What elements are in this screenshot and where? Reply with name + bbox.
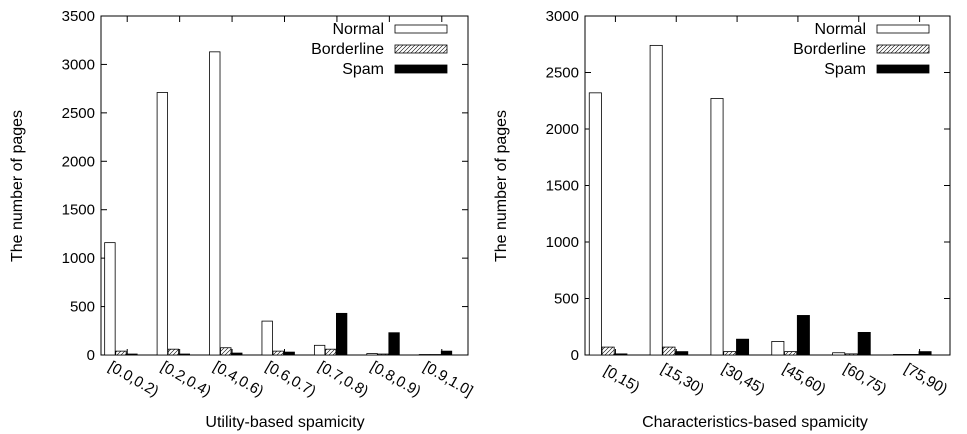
bar-spam	[231, 352, 243, 356]
x-tick-label: [0.6,0.7)	[263, 358, 319, 400]
y-tick-label: 3500	[62, 8, 95, 25]
x-tick-label: [0.4,0.6)	[210, 358, 266, 400]
bar-spam	[918, 351, 932, 356]
bar-spam	[388, 332, 400, 356]
bar-spam	[440, 350, 453, 356]
bar-spam	[336, 312, 348, 356]
legend-swatch-normal	[876, 24, 930, 34]
bar-borderline	[601, 346, 615, 356]
x-tick-label: [0.2,0.4)	[158, 358, 214, 400]
y-tick-label: 2500	[546, 65, 579, 82]
x-tick-label: [0.9,1.0]	[420, 358, 475, 400]
y-axis-title: The number of pages	[493, 110, 510, 262]
x-axis-title: Characteristics-based spamicity	[642, 414, 868, 431]
bar-borderline	[905, 354, 919, 356]
bar-borderline	[844, 353, 858, 356]
legend-label: Spam	[824, 61, 866, 78]
bar-normal	[771, 341, 785, 356]
bar-normal	[710, 98, 724, 356]
bar-spam	[675, 351, 689, 356]
bar-spam	[178, 353, 191, 356]
bar-normal	[893, 354, 906, 356]
y-tick-label: 2000	[546, 121, 579, 138]
legend-swatch-spam	[876, 64, 930, 74]
x-tick-label: [60,75)	[841, 360, 890, 398]
bar-borderline	[324, 348, 337, 356]
bar-spam	[283, 351, 295, 356]
y-tick-label: 0	[87, 347, 95, 364]
bar-normal	[261, 320, 273, 356]
bar-normal	[366, 353, 378, 356]
x-tick-label: [0.0,0.2)	[105, 358, 161, 400]
y-tick-label: 2000	[62, 153, 95, 170]
legend-label: Borderline	[311, 41, 384, 58]
y-tick-label: 1000	[546, 234, 579, 251]
bar-spam	[796, 315, 810, 356]
bar-normal	[313, 344, 326, 356]
bar-spam	[126, 353, 138, 356]
bar-borderline	[377, 353, 389, 356]
x-tick-label: [45,60)	[780, 360, 829, 398]
bar-spam	[857, 331, 871, 356]
bar-spam	[736, 338, 750, 356]
y-tick-label: 2500	[62, 105, 95, 122]
x-tick-label: [15,30)	[658, 360, 707, 398]
legend-label: Borderline	[793, 41, 866, 58]
bar-normal	[588, 92, 602, 356]
x-tick-label: [0,15)	[601, 362, 643, 396]
y-tick-label: 1000	[62, 250, 95, 267]
utility-spamicity-chart: The number of pages Utility-based spamic…	[9, 8, 476, 431]
characteristics-spamicity-chart: The number of pages Characteristics-base…	[493, 8, 951, 431]
bar-borderline	[662, 346, 676, 356]
y-tick-label: 500	[70, 299, 95, 316]
bar-normal	[104, 242, 116, 356]
x-tick-label: [0.8,0.9)	[368, 358, 424, 400]
bar-spam	[614, 353, 628, 356]
x-axis-title: Utility-based spamicity	[205, 414, 364, 431]
bar-borderline	[167, 348, 179, 356]
bar-normal	[832, 352, 846, 356]
bar-borderline	[115, 350, 127, 356]
legend-swatch-spam	[394, 64, 448, 74]
bar-borderline	[220, 347, 232, 356]
bar-normal	[649, 44, 663, 356]
legend-swatch-borderline	[394, 44, 448, 54]
x-tick-label: [75,90)	[901, 360, 950, 398]
bar-borderline	[784, 351, 798, 356]
y-tick-label: 1500	[546, 178, 579, 195]
bar-borderline	[723, 351, 737, 356]
y-tick-label: 3000	[62, 56, 95, 73]
bar-normal	[209, 51, 221, 356]
legend-label: Normal	[814, 21, 866, 38]
legend-label: Normal	[332, 21, 384, 38]
bar-borderline	[272, 350, 284, 356]
x-tick-label: [30,45)	[719, 360, 768, 398]
y-tick-label: 1500	[62, 202, 95, 219]
y-tick-label: 0	[571, 347, 579, 364]
legend-swatch-normal	[394, 24, 448, 34]
y-axis-title: The number of pages	[9, 110, 26, 262]
bar-normal	[156, 92, 168, 356]
y-tick-label: 500	[554, 291, 579, 308]
x-tick-label: [0.7,0.8)	[315, 358, 371, 400]
legend-swatch-borderline	[876, 44, 930, 54]
legend-label: Spam	[342, 61, 384, 78]
y-tick-label: 3000	[546, 8, 579, 25]
